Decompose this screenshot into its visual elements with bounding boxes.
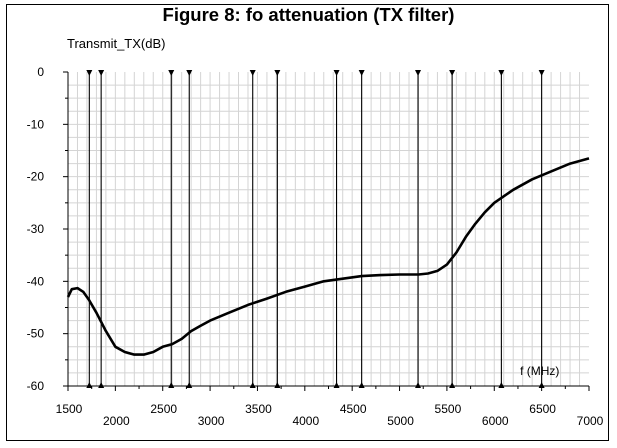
y-axis-label: Transmit_TX(dB)	[67, 36, 166, 51]
marker-top-triangle	[86, 70, 93, 76]
marker-top-triangle	[358, 70, 365, 76]
marker-lines	[86, 70, 545, 388]
marker-top-triangle	[186, 70, 193, 76]
x-tick-label: 4500	[340, 402, 367, 416]
y-tick-label: 0	[37, 65, 44, 79]
marker-top-triangle	[449, 70, 456, 76]
x-tick-label: 5500	[435, 402, 462, 416]
y-tick-label: -50	[27, 327, 45, 341]
y-tick-label: -10	[27, 117, 45, 131]
axes	[63, 71, 590, 391]
x-tick-label: 5000	[387, 414, 414, 428]
x-tick-label: 6000	[482, 414, 509, 428]
x-tick-label: 2500	[150, 402, 177, 416]
tick-labels: 0 -10 -20 -30 -40 -50 -60 1500 2000 2500 3000 3500 4…	[27, 65, 604, 428]
marker-top-triangle	[498, 70, 505, 76]
x-tick-label: 3000	[198, 414, 225, 428]
marker-top-triangle	[333, 70, 340, 76]
marker-top-triangle	[168, 70, 175, 76]
y-tick-label: -60	[27, 379, 45, 393]
y-tick-label: -30	[27, 222, 45, 236]
x-tick-label: 1500	[56, 402, 83, 416]
series-line	[66, 157, 590, 356]
chart-title: Figure 8: fo attenuation (TX filter)	[162, 4, 455, 25]
marker-top-triangle	[274, 70, 281, 76]
marker-top-triangle	[415, 70, 422, 76]
x-tick-label: 2000	[103, 414, 130, 428]
series-group	[66, 157, 590, 356]
y-tick-label: -40	[27, 274, 45, 288]
marker-top-triangle	[98, 70, 105, 76]
x-tick-label: 6500	[529, 402, 556, 416]
marker-top-triangle	[538, 70, 545, 76]
figure-frame	[6, 4, 609, 441]
y-tick-label: -20	[27, 170, 45, 184]
frequency-annotation: f (MHz)	[520, 364, 559, 378]
marker-top-triangle	[249, 70, 256, 76]
x-tick-label: 3500	[245, 402, 272, 416]
x-tick-label: 4000	[292, 414, 319, 428]
x-tick-label: 7000	[577, 414, 604, 428]
